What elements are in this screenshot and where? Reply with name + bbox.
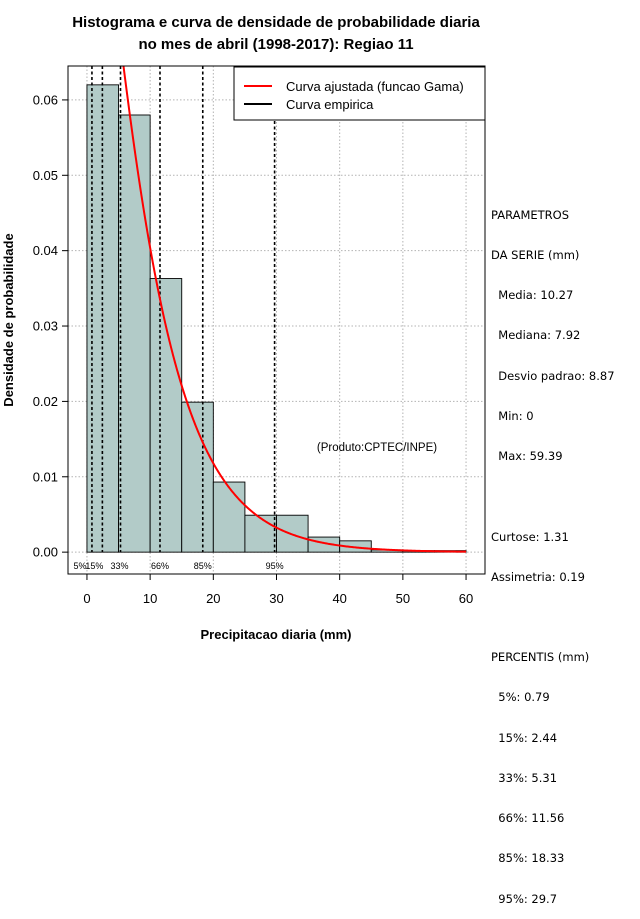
x-tick-label: 60	[459, 591, 473, 606]
y-tick-label: 0.02	[33, 394, 58, 409]
y-tick-label: 0.06	[33, 92, 58, 107]
x-tick-label: 40	[332, 591, 346, 606]
stat-median: Mediana: 7.92	[491, 328, 581, 343]
percentile-label: 66%	[151, 561, 169, 571]
legend-label: Curva ajustada (funcao Gama)	[286, 79, 464, 94]
histogram-bar	[212, 481, 246, 553]
percentile-33: 33%: 5.31	[491, 770, 558, 785]
percentile-label: 15%	[85, 561, 103, 571]
percentile-5: 5%: 0.79	[491, 690, 550, 705]
legend-box	[233, 66, 486, 121]
stat-min: Min: 0	[491, 408, 534, 423]
x-tick-label: 30	[269, 591, 283, 606]
stat-max: Max: 59.39	[491, 449, 563, 464]
y-tick-label: 0.01	[33, 469, 58, 484]
y-tick-label: 0.03	[33, 319, 58, 334]
x-tick-label: 0	[83, 591, 90, 606]
percentile-95: 95%: 29.7	[491, 891, 558, 906]
percentile-66: 66%: 11.56	[491, 811, 565, 826]
stat-std-dev: Desvio padrao: 8.87	[491, 368, 615, 383]
chart-title: Histograma e curva de densidade de proba…	[72, 14, 480, 31]
gamma-fit-curve	[122, 66, 467, 553]
x-axis-label: Precipitacao diaria (mm)	[201, 627, 352, 642]
y-tick-label: 0.00	[33, 545, 58, 560]
stats-subheader: DA SERIE (mm)	[491, 248, 580, 263]
y-tick-label: 0.05	[33, 168, 58, 183]
percentile-label: 33%	[110, 561, 128, 571]
stat-mean: Media: 10.27	[491, 288, 574, 303]
stats-spacer	[491, 490, 615, 503]
histogram-bar	[181, 401, 214, 553]
histogram-bar	[118, 114, 151, 553]
stat-kurtosis: Curtose: 1.31	[491, 529, 569, 544]
product-annotation: (Produto:CPTEC/INPE)	[317, 442, 437, 454]
percentile-label: 95%	[266, 561, 284, 571]
percentile-15: 15%: 2.44	[491, 730, 558, 745]
x-tick-label: 20	[206, 591, 220, 606]
percentile-label: 85%	[194, 561, 212, 571]
legend-label: Curva empirica	[286, 97, 374, 112]
y-axis-label: Densidade de probabilidade	[1, 233, 16, 406]
y-tick-label: 0.04	[33, 243, 58, 258]
percentiles-header: PERCENTIS (mm)	[491, 650, 590, 665]
x-tick-label: 10	[143, 591, 157, 606]
chart-subtitle: no mes de abril (1998-2017): Regiao 11	[138, 36, 413, 53]
x-tick-label: 50	[396, 591, 410, 606]
series-parameters-panel: PARAMETROS DA SERIE (mm) Media: 10.27 Me…	[491, 182, 615, 919]
histogram-bar	[149, 278, 183, 553]
percentile-85: 85%: 18.33	[491, 851, 565, 866]
stats-header: PARAMETROS	[491, 207, 570, 222]
histogram-bar	[244, 514, 277, 553]
percentile-label: 5%	[73, 561, 86, 571]
histogram-chart: 5%15% 33% 66% 85% 95% 0 10 20 30 40 50 60 0.00 0.01 0.…	[1, 14, 486, 642]
stat-skewness: Assimetria: 0.19	[491, 569, 585, 584]
stats-spacer	[491, 611, 615, 624]
